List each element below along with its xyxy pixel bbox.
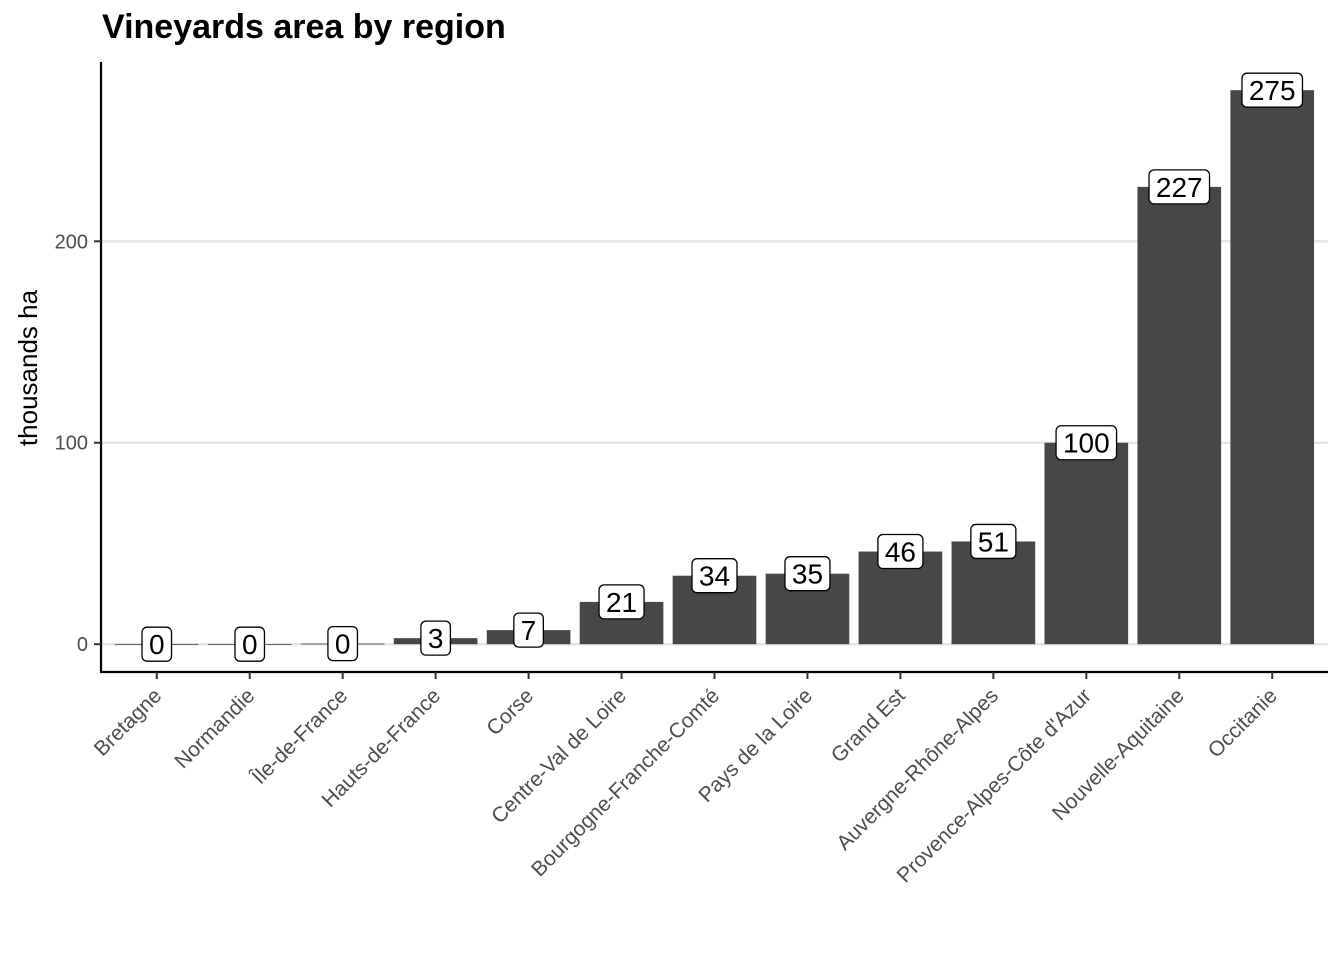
data-label-text: 34	[699, 561, 730, 592]
data-label-text: 0	[242, 629, 258, 660]
data-label-text: 21	[606, 587, 637, 618]
data-label: 51	[970, 523, 1017, 560]
data-label-text: 0	[149, 629, 165, 660]
data-label: 275	[1241, 72, 1304, 108]
bar	[1044, 442, 1129, 645]
x-tick-label: Bretagne	[90, 684, 167, 761]
data-label: 100	[1055, 425, 1118, 461]
y-axis-ticks: 0 100 200	[55, 231, 101, 656]
data-label-box	[877, 533, 924, 570]
x-tick-label: Occitanie	[1204, 684, 1282, 762]
data-label-box	[141, 626, 173, 662]
data-label-box	[598, 584, 645, 620]
data-label-text: 3	[428, 623, 444, 654]
data-label-text: 275	[1249, 75, 1296, 106]
data-label: 3	[420, 620, 452, 656]
bars	[114, 90, 1315, 645]
data-label-box	[1241, 72, 1304, 108]
data-label-text: 7	[521, 615, 537, 646]
data-labels: 0 0 0 3 7 21 34 35 46 51 100 227 275	[141, 72, 1304, 662]
data-label-box	[420, 620, 452, 656]
y-axis-label: thousands ha	[13, 289, 43, 446]
data-label-text: 0	[335, 629, 351, 660]
x-tick-label: Corse	[482, 684, 538, 740]
x-tick-label: Île-de-France	[247, 684, 352, 789]
data-label-box	[1055, 425, 1118, 461]
x-tick-label: Normandie	[170, 684, 259, 773]
data-label: 35	[784, 556, 831, 592]
data-label: 227	[1148, 169, 1211, 205]
data-label-text: 51	[978, 526, 1009, 557]
data-label-text: 35	[792, 559, 823, 590]
data-label-box	[513, 612, 544, 648]
data-label-text: 227	[1156, 172, 1203, 203]
data-label: 0	[327, 625, 359, 662]
data-label-box	[970, 523, 1017, 560]
data-label: 46	[877, 533, 924, 570]
data-label-box	[784, 556, 831, 592]
x-tick-label: Bourgogne-Franche-Comté	[527, 684, 724, 881]
bar	[1230, 90, 1315, 645]
data-label: 7	[513, 612, 544, 648]
data-label-text: 46	[885, 537, 916, 568]
y-tick-label: 100	[55, 433, 88, 455]
bar	[1137, 186, 1222, 645]
data-label: 21	[598, 584, 645, 620]
x-tick-label: Provence-Alpes-Côte d'Azur	[893, 684, 1096, 887]
data-label-box	[691, 558, 738, 594]
data-label-box	[1148, 169, 1211, 205]
data-label-box	[234, 626, 266, 662]
chart-title: Vineyards area by region	[102, 8, 506, 46]
data-label-text: 100	[1063, 428, 1110, 459]
y-tick-label: 200	[55, 231, 88, 253]
x-tick-label: Grand Est	[827, 684, 910, 767]
data-label: 0	[234, 626, 266, 662]
data-label: 34	[691, 558, 738, 594]
y-tick-label: 0	[77, 634, 88, 656]
x-axis-ticks: Bretagne NormandieÎle-de-FranceHauts-de-F…	[90, 672, 1282, 887]
data-label-box	[327, 625, 359, 662]
data-label: 0	[141, 626, 173, 662]
x-tick-label: Auvergne-Rhône-Alpes	[832, 684, 1003, 855]
